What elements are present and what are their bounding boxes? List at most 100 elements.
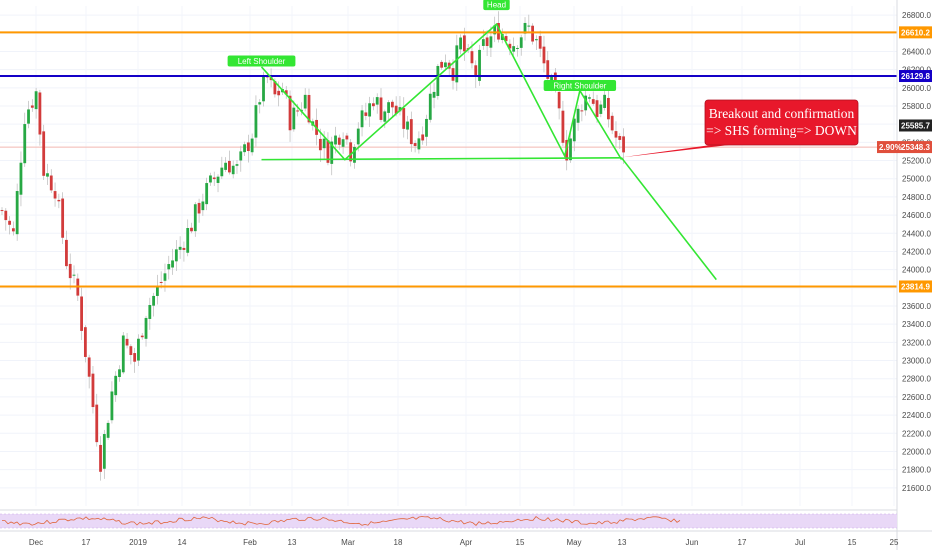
callout: Breakout and confirmation => SHS forming=… — [621, 99, 859, 158]
x-tick-label: 13 — [618, 538, 627, 547]
candle-body — [95, 404, 99, 443]
pattern-label[interactable]: Right Shoulder — [543, 80, 617, 91]
price-change-text: 2.90% — [879, 143, 902, 152]
candle-body — [493, 25, 497, 35]
pattern-label[interactable]: Head — [483, 0, 510, 11]
candle-body — [155, 285, 159, 296]
price-tag-bg — [899, 280, 932, 293]
candle-body — [65, 239, 68, 267]
candle-body — [307, 94, 311, 123]
candle-body — [250, 138, 254, 153]
callout-text-line: Breakout and confirmation — [709, 106, 855, 121]
candle-body — [341, 139, 345, 147]
candle-body — [353, 146, 356, 163]
candle-body — [224, 162, 228, 170]
candle-body — [167, 264, 171, 270]
x-tick-label: 17 — [82, 538, 91, 547]
callout-box[interactable] — [704, 99, 859, 146]
pattern-label[interactable]: Left Shoulder — [227, 55, 296, 67]
candle-body — [622, 136, 625, 153]
candle-body — [372, 103, 375, 107]
candle-body — [383, 111, 387, 122]
y-tick-label: 24000.0 — [902, 266, 931, 275]
candle-body — [364, 112, 368, 116]
candle-body — [489, 36, 493, 48]
candle-body — [121, 335, 125, 373]
candle-body — [474, 65, 478, 77]
y-tick-label: 25000.0 — [902, 175, 931, 184]
candle-body — [34, 91, 38, 110]
candle-body — [538, 36, 542, 49]
candle-body — [87, 357, 91, 377]
candle-body — [197, 202, 201, 214]
candle-body — [576, 108, 580, 123]
x-tick-label: 13 — [288, 538, 297, 547]
candle-body — [349, 142, 353, 162]
candle-body — [436, 65, 440, 96]
y-tick-label: 26000.0 — [902, 84, 931, 93]
candle-body — [523, 22, 527, 34]
candle-body — [542, 46, 546, 64]
candle-body — [205, 183, 209, 205]
y-tick-label: 26400.0 — [902, 47, 931, 56]
candle-body — [337, 137, 341, 145]
y-axis-bg — [897, 0, 932, 550]
candle-body — [330, 141, 334, 164]
y-tick-label: 23000.0 — [902, 357, 931, 366]
y-tick-label: 24400.0 — [902, 229, 931, 238]
y-tick-label: 22000.0 — [902, 447, 931, 456]
neckline[interactable] — [261, 157, 622, 161]
candle-body — [186, 228, 190, 253]
price-tag-bg — [899, 70, 932, 83]
x-tick-label: Dec — [29, 538, 43, 547]
pattern-label-text: Head — [487, 1, 506, 10]
y-tick-label: 23400.0 — [902, 320, 931, 329]
projection-line[interactable] — [620, 157, 717, 281]
candle-body — [277, 90, 281, 96]
price-tag-text: 26610.2 — [901, 28, 930, 37]
candle-body — [421, 134, 425, 141]
candle-body — [262, 76, 265, 102]
candle-body — [409, 119, 413, 145]
candle-body — [80, 296, 83, 331]
pattern-label-text: Left Shoulder — [238, 57, 286, 66]
candle-body — [19, 162, 23, 195]
candle-body — [254, 105, 258, 138]
y-tick-label: 22600.0 — [902, 393, 931, 402]
x-tick-label: 15 — [516, 538, 525, 547]
candle-body — [216, 176, 220, 183]
rsi-panel — [0, 509, 897, 529]
candle-body — [125, 338, 129, 346]
candle-body — [106, 422, 110, 438]
candle-body — [379, 97, 383, 120]
candle-body — [23, 124, 27, 164]
candle-body — [61, 198, 65, 238]
candle-body — [193, 204, 197, 232]
candle-body — [159, 281, 163, 283]
candle-body — [516, 47, 519, 49]
candle-body — [390, 101, 394, 108]
candle-body — [455, 45, 459, 83]
x-tick-label: Apr — [460, 538, 473, 547]
candle-body — [174, 249, 178, 262]
y-tick-label: 24800.0 — [902, 193, 931, 202]
candle-body — [288, 95, 292, 131]
x-tick-label: Mar — [341, 538, 355, 547]
pattern-outline[interactable] — [260, 22, 623, 161]
candle-body — [345, 135, 349, 140]
x-tick-label: 2019 — [129, 538, 147, 547]
candle-body — [394, 105, 398, 114]
candle-body — [246, 142, 250, 152]
horizontal-levels — [0, 31, 897, 288]
pattern-label-bg — [483, 0, 510, 11]
candle-body — [584, 95, 588, 111]
level-price-tag: 26129.8 — [899, 70, 932, 83]
candle-body — [444, 62, 447, 68]
candle-body — [212, 177, 216, 180]
candle-body — [57, 199, 61, 202]
callout-text-line: => SHS forming=> DOWN — [706, 123, 857, 138]
candle-body — [83, 327, 87, 357]
candle-body — [144, 317, 148, 339]
